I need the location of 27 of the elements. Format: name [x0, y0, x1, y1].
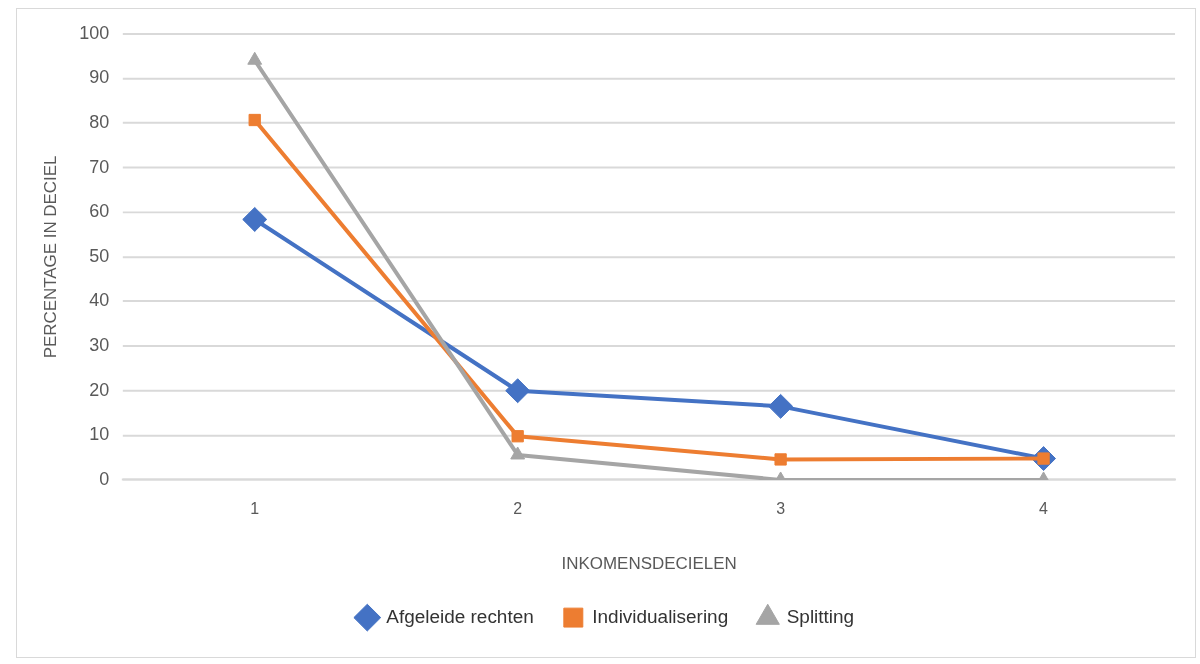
legend-label: Afgeleide rechten	[386, 605, 534, 627]
legend-label: Splitting	[786, 605, 855, 627]
legend-label: Individualisering	[592, 605, 729, 627]
y-tick-label: 30	[89, 335, 110, 356]
point	[510, 446, 526, 460]
y-tick-label: 80	[89, 112, 110, 133]
y-tick-label: 60	[89, 201, 110, 222]
y-tick-label: 70	[89, 156, 110, 177]
x-tick-label: 1	[250, 499, 260, 517]
x-tick-label: 3	[776, 499, 786, 517]
point	[768, 393, 794, 419]
point	[774, 453, 787, 466]
point	[242, 207, 268, 232]
y-tick-label: 40	[89, 290, 110, 311]
y-axis-title: PERCENTAGE IN DECIEL	[40, 155, 60, 359]
y-tick-label: 0	[99, 468, 110, 489]
y-tick-label: 100	[79, 22, 110, 43]
point	[248, 113, 261, 127]
point	[505, 378, 531, 404]
x-axis-title: INKOMENSDECIELEN	[561, 553, 737, 573]
y-tick-label: 50	[89, 245, 110, 266]
y-tick-label: 10	[89, 424, 110, 445]
y-tick-label: 20	[89, 379, 110, 400]
x-tick-label: 2	[513, 499, 523, 517]
y-tick-label: 90	[89, 67, 110, 88]
point	[511, 430, 524, 443]
x-tick-label: 4	[1039, 499, 1049, 517]
